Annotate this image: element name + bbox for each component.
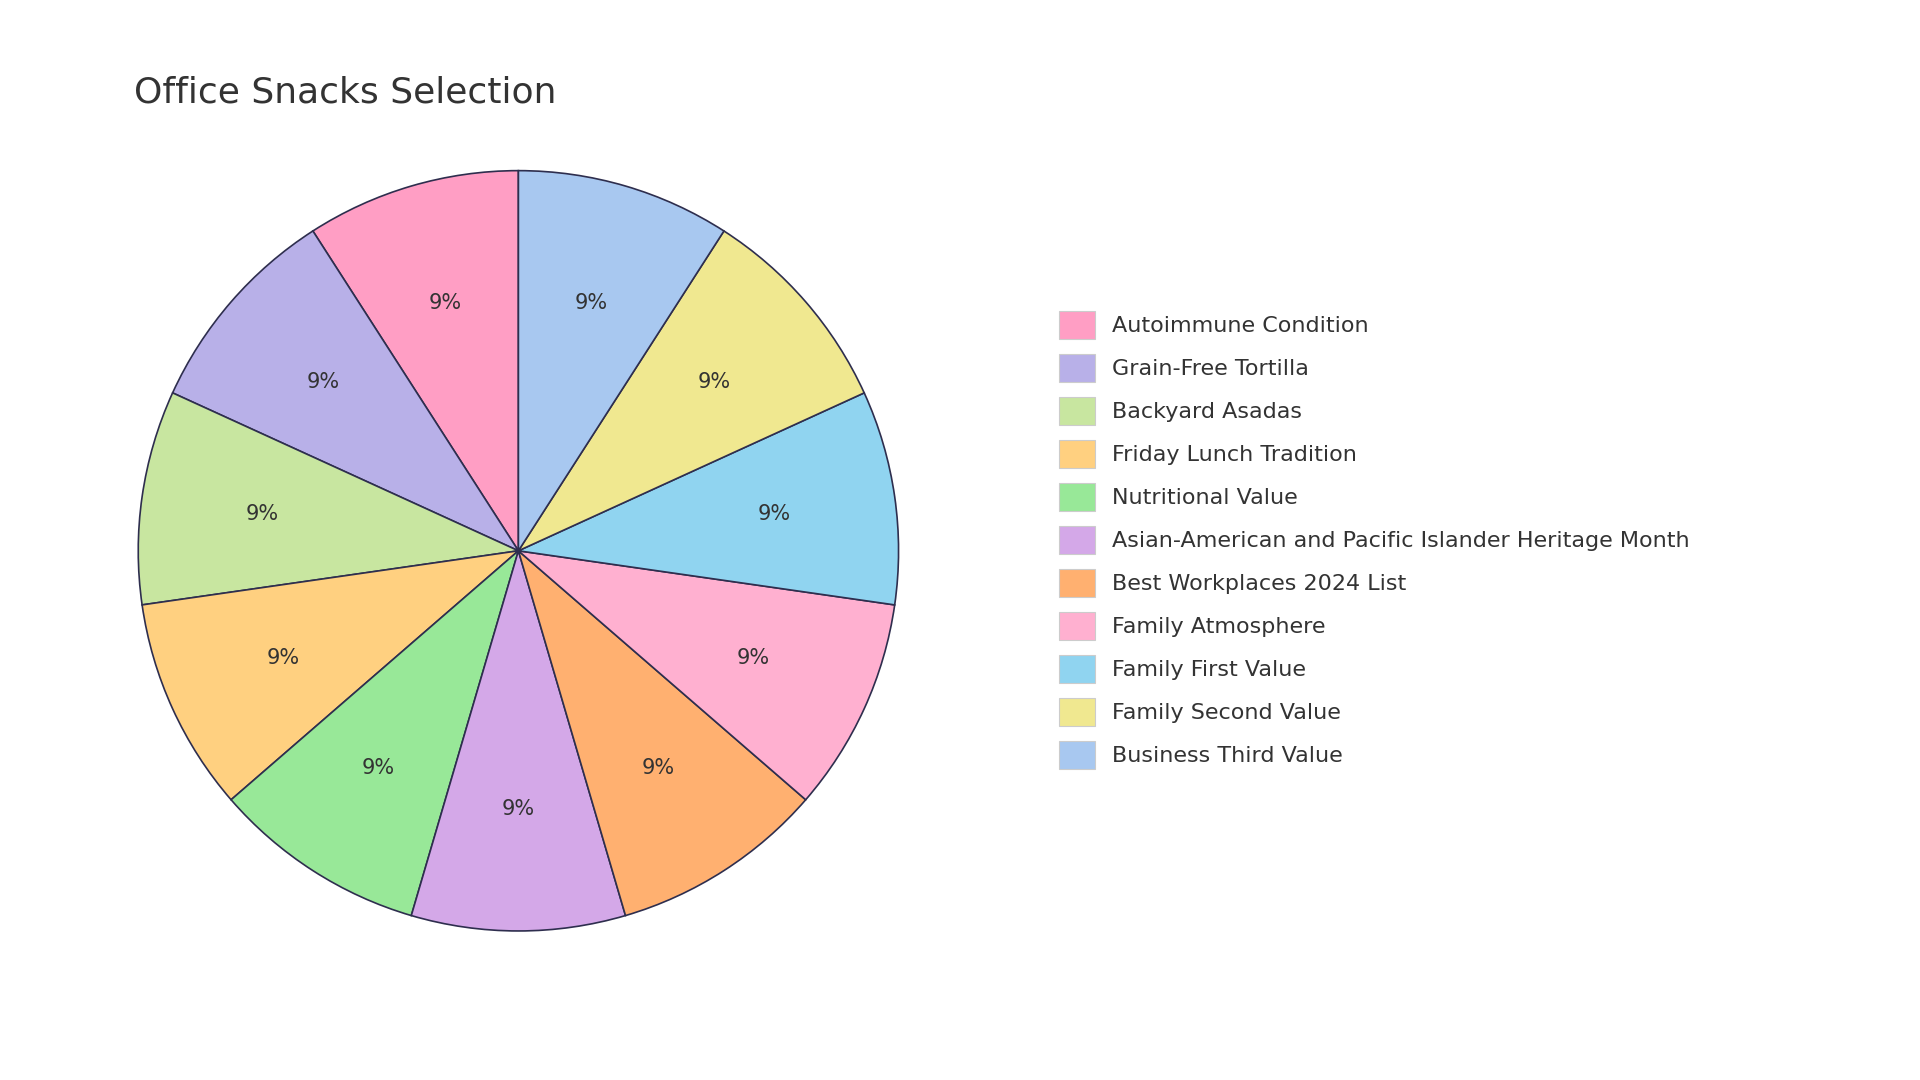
Wedge shape: [518, 231, 864, 551]
Text: 9%: 9%: [307, 372, 340, 392]
Text: Office Snacks Selection: Office Snacks Selection: [134, 76, 557, 109]
Text: 9%: 9%: [641, 758, 674, 779]
Wedge shape: [313, 171, 518, 551]
Wedge shape: [230, 551, 518, 916]
Wedge shape: [173, 231, 518, 551]
Text: 9%: 9%: [246, 504, 278, 524]
Wedge shape: [138, 393, 518, 605]
Wedge shape: [518, 171, 724, 551]
Wedge shape: [518, 551, 806, 916]
Text: 9%: 9%: [428, 293, 463, 313]
Legend: Autoimmune Condition, Grain-Free Tortilla, Backyard Asadas, Friday Lunch Traditi: Autoimmune Condition, Grain-Free Tortill…: [1048, 299, 1701, 781]
Text: 9%: 9%: [697, 372, 730, 392]
Wedge shape: [518, 551, 895, 800]
Text: 9%: 9%: [737, 648, 770, 669]
Wedge shape: [518, 393, 899, 605]
Text: 9%: 9%: [574, 293, 609, 313]
Wedge shape: [411, 551, 626, 931]
Text: 9%: 9%: [758, 504, 791, 524]
Text: 9%: 9%: [267, 648, 300, 669]
Text: 9%: 9%: [363, 758, 396, 779]
Text: 9%: 9%: [501, 799, 536, 820]
Wedge shape: [142, 551, 518, 800]
